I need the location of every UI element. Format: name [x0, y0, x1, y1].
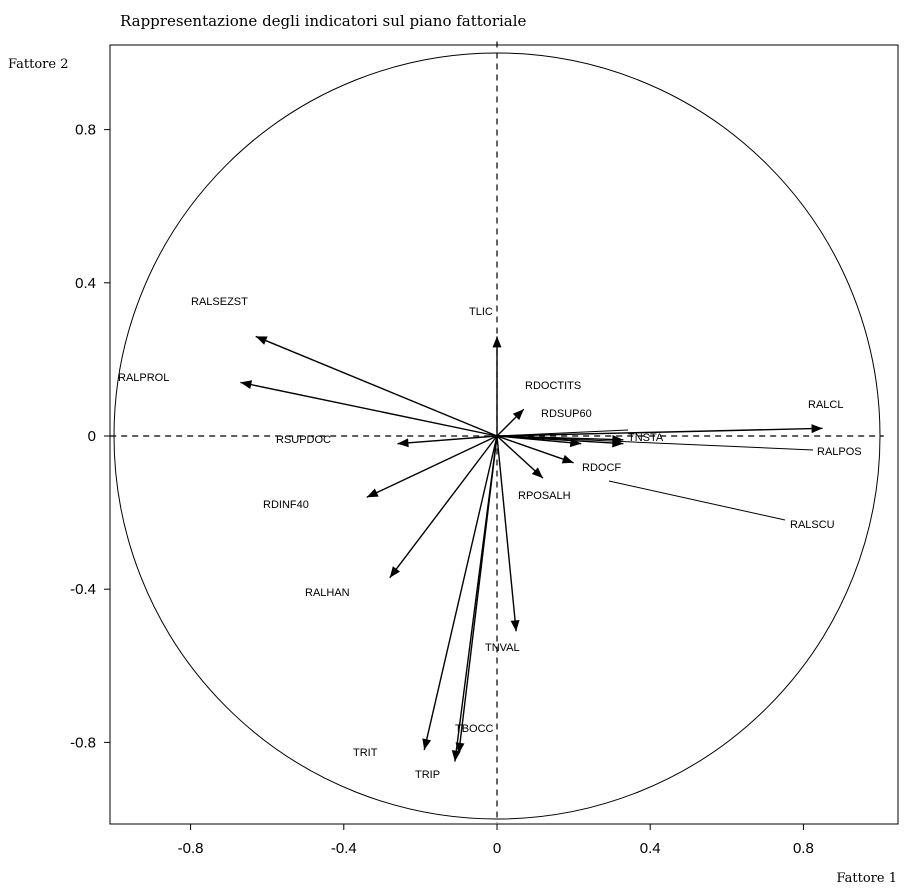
vector-trit [423, 435, 498, 751]
vector-label-tbocc: TBOCC [455, 723, 494, 735]
vector-label-trip: TRIP [415, 769, 440, 781]
vector-arrowhead-ralcl [811, 424, 823, 434]
vector-arrowhead-trit [422, 738, 432, 751]
vector-arrowhead-tbocc [455, 742, 465, 754]
chart-title: Rappresentazione degli indicatori sul pi… [120, 12, 527, 30]
x-tick-label: -0.4 [331, 840, 357, 857]
plot-frame [109, 44, 899, 825]
vector-arrowhead-rdocf [561, 454, 574, 464]
vector-arrowhead-tnval [510, 619, 520, 632]
vector-rsupdoc [397, 435, 498, 445]
vector-ralcl [496, 427, 823, 437]
vector-ralhan [389, 435, 498, 579]
vector-arrowhead-rdinf40 [366, 488, 379, 498]
vector-arrowhead-ralhan [389, 566, 400, 578]
vector-label-rdoctits: RDOCTITS [525, 380, 581, 392]
vector-label-rdinf40: RDINF40 [263, 499, 309, 511]
vector-label-rposalh: RPOSALH [518, 490, 571, 502]
x-tick-label: 0.4 [640, 840, 661, 857]
vector-label-ralprol: RALPROL [118, 372, 169, 384]
vector-arrowhead-rdoctits [512, 409, 524, 421]
vector-label-rdocf: RDOCF [582, 462, 621, 474]
vector-label-rdsup60: RDSUP60 [541, 408, 592, 420]
vector-label-ralscu: RALSCU [790, 519, 835, 531]
x-tick-label: 0 [493, 840, 501, 857]
vector-rdocf [496, 435, 574, 464]
x-tick-label: 0.8 [793, 840, 814, 857]
vector-tnsta-extra [496, 429, 629, 437]
plot-area: TLIC RALSEZST RALPROL RSUPDOC RDINF40 RALHAN R… [110, 41, 884, 823]
y-tick-label: 0.4 [75, 275, 96, 292]
y-tick-label: 0.8 [75, 122, 96, 139]
vector-ralprol [240, 381, 498, 437]
vector-ralscu-leader [608, 480, 786, 521]
vector-arrowhead-trip [451, 750, 461, 762]
y-tick-label: -0.4 [70, 581, 96, 598]
vector-rdinf40 [366, 435, 498, 498]
vector-label-ralhan: RALHAN [305, 587, 350, 599]
vector-ralsezst [255, 335, 498, 437]
vector-tnval [496, 435, 517, 632]
y-tick-label: -0.8 [70, 734, 96, 751]
vector-arrowhead-tlic [492, 336, 502, 348]
vector-label-ralsezst: RALSEZST [191, 296, 248, 308]
y-axis-name: Fattore 2 [8, 57, 68, 72]
vector-arrowhead-ralprol [240, 380, 253, 390]
vector-arrowhead-rsupdoc [397, 438, 409, 448]
x-axis-name: Fattore 1 [837, 871, 897, 886]
x-tick-label: -0.8 [178, 840, 204, 857]
vector-arrowhead-rposalh [531, 467, 543, 479]
vector-label-tnsta: TNSTA [628, 432, 664, 444]
vector-label-rsupdoc: RSUPDOC [276, 434, 331, 446]
vector-ralpos-extra [496, 435, 814, 451]
vector-label-tnval: TNVAL [485, 642, 520, 654]
y-tick-label: 0 [88, 428, 96, 445]
vector-label-ralcl: RALCL [808, 399, 843, 411]
vector-label-ralpos: RALPOS [817, 446, 862, 458]
vector-label-trit: TRIT [353, 747, 378, 759]
vector-arrowhead-ralsezst [255, 336, 268, 345]
vector-label-tlic: TLIC [469, 306, 493, 318]
vector-trip [454, 435, 498, 762]
